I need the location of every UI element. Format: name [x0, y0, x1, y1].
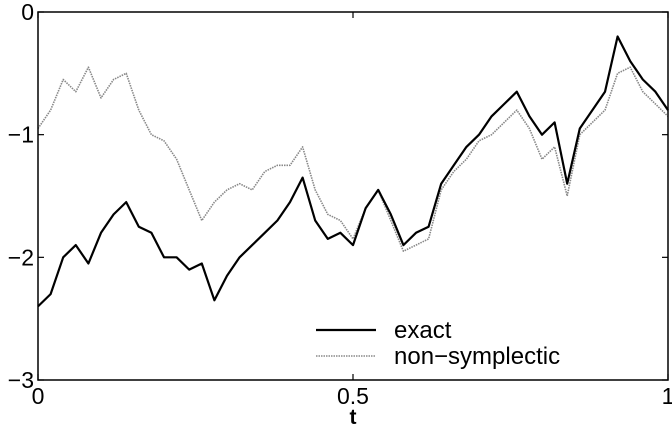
axes-frame	[37, 11, 669, 381]
series-line-nonsymplectic	[37, 66, 669, 252]
x-axis-label: t	[350, 406, 357, 427]
y-tick-label: −3	[8, 367, 34, 393]
y-tick-label: −1	[8, 122, 34, 148]
legend-label: non−symplectic	[394, 343, 560, 370]
series-line-exact	[37, 35, 669, 308]
x-tick-label: 0	[32, 383, 45, 409]
x-tick-label: 1	[662, 383, 672, 409]
legend-label: exact	[394, 317, 452, 344]
plot-area	[37, 35, 669, 308]
y-tick-label: −2	[8, 244, 34, 270]
x-axis: 0 0.5 1	[32, 12, 672, 409]
y-axis: 0 −1 −2 −3	[8, 0, 668, 393]
y-tick-label: 0	[21, 0, 34, 25]
x-tick-label: 0.5	[337, 383, 369, 409]
